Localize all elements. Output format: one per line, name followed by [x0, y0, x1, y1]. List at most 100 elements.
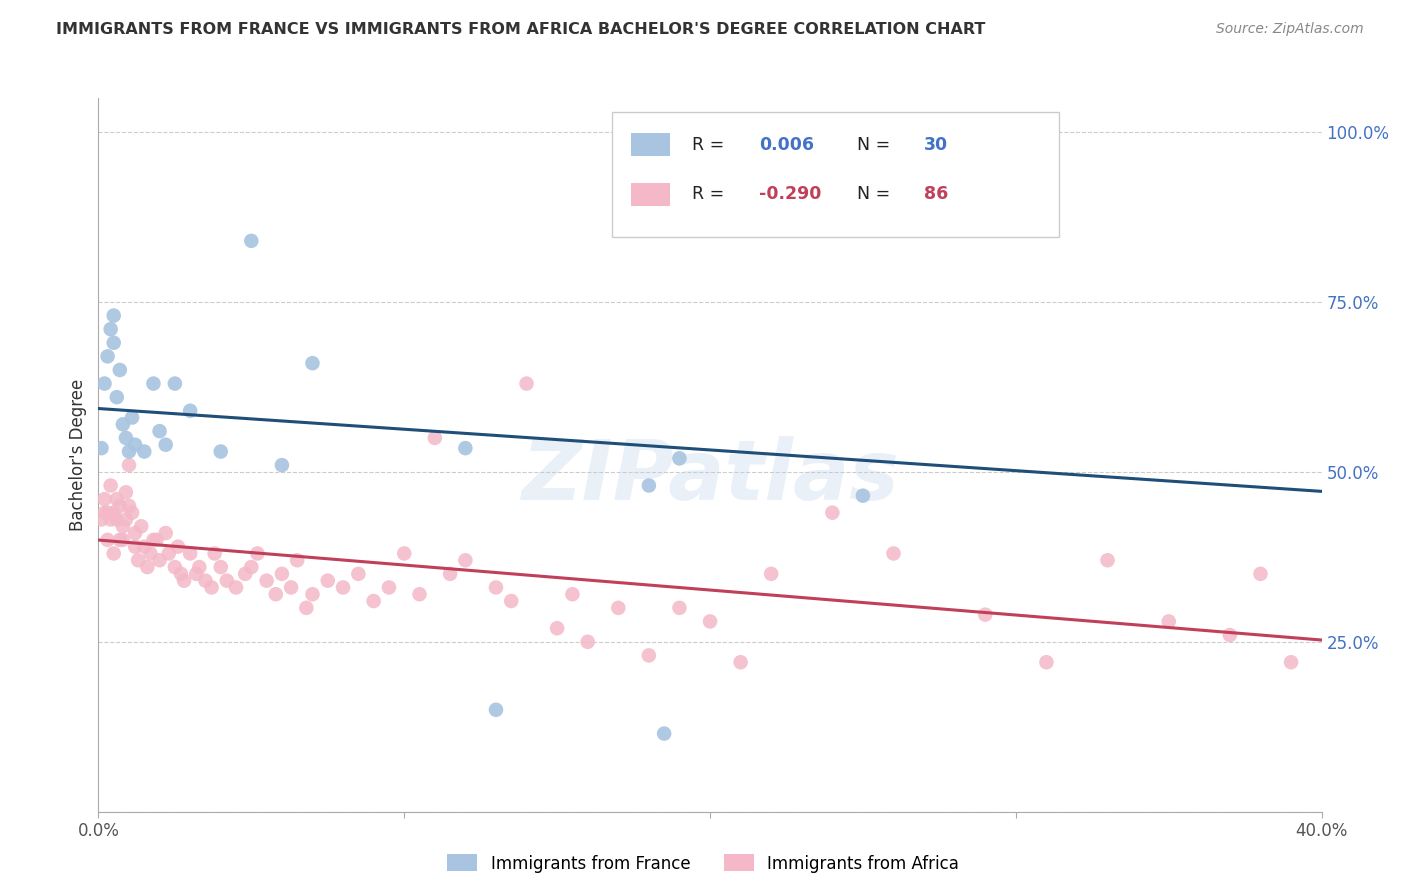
FancyBboxPatch shape — [630, 133, 669, 156]
Point — [108, 499, 131, 513]
Text: -0.290: -0.290 — [759, 186, 821, 203]
Point — [270, 458, 292, 472]
Point — [105, 512, 128, 526]
Point — [149, 424, 172, 438]
Point — [103, 506, 125, 520]
Point — [97, 350, 120, 364]
Point — [100, 478, 122, 492]
Point — [188, 560, 211, 574]
Point — [378, 581, 401, 595]
Point — [108, 363, 131, 377]
Point — [974, 607, 997, 622]
Point — [215, 574, 238, 588]
Point — [285, 553, 308, 567]
Text: Source: ZipAtlas.com: Source: ZipAtlas.com — [1216, 22, 1364, 37]
Point — [100, 322, 122, 336]
Point — [118, 499, 141, 513]
Point — [256, 574, 278, 588]
Point — [129, 519, 152, 533]
Point — [124, 526, 146, 541]
Point — [392, 546, 416, 560]
Point — [883, 546, 905, 560]
Point — [668, 451, 690, 466]
Point — [652, 726, 675, 740]
Point — [209, 444, 232, 458]
Point — [139, 546, 162, 560]
Point — [103, 335, 125, 350]
Point — [423, 431, 446, 445]
Point — [170, 566, 193, 581]
Text: R =: R = — [692, 186, 730, 203]
Point — [240, 560, 263, 574]
Point — [485, 703, 508, 717]
Point — [637, 648, 661, 663]
Point — [280, 581, 302, 595]
Text: N =: N = — [856, 186, 896, 203]
Point — [301, 356, 323, 370]
Point — [103, 546, 125, 560]
Point — [136, 560, 159, 574]
Point — [115, 431, 138, 445]
Point — [93, 506, 115, 520]
Point — [124, 540, 146, 554]
Point — [209, 560, 232, 574]
Point — [316, 574, 339, 588]
Point — [145, 533, 167, 547]
Point — [454, 553, 477, 567]
Text: ZIPatlas: ZIPatlas — [522, 436, 898, 516]
Point — [93, 492, 115, 507]
Point — [186, 566, 208, 581]
Point — [142, 533, 165, 547]
Point — [124, 438, 146, 452]
Point — [155, 438, 177, 452]
Point — [1219, 628, 1241, 642]
Point — [167, 540, 190, 554]
Point — [134, 540, 156, 554]
Point — [1157, 615, 1180, 629]
Point — [637, 478, 661, 492]
Point — [246, 546, 269, 560]
Point — [1035, 145, 1057, 160]
Text: N =: N = — [856, 136, 896, 153]
Point — [105, 492, 128, 507]
Point — [439, 566, 461, 581]
Point — [454, 441, 477, 455]
Point — [204, 546, 226, 560]
Text: 0.006: 0.006 — [759, 136, 814, 153]
Point — [759, 566, 782, 581]
Point — [118, 458, 141, 472]
Point — [301, 587, 323, 601]
Point — [115, 512, 138, 526]
Point — [1035, 655, 1057, 669]
Point — [501, 594, 523, 608]
Y-axis label: Bachelor's Degree: Bachelor's Degree — [69, 379, 87, 531]
Text: 86: 86 — [924, 186, 948, 203]
Point — [233, 566, 256, 581]
Point — [295, 600, 318, 615]
Point — [264, 587, 287, 601]
Point — [699, 615, 721, 629]
Point — [179, 403, 201, 417]
Point — [200, 581, 222, 595]
Text: 30: 30 — [924, 136, 948, 153]
FancyBboxPatch shape — [630, 183, 669, 206]
Point — [240, 234, 263, 248]
Text: R =: R = — [692, 136, 730, 153]
Point — [270, 566, 292, 581]
Point — [1097, 553, 1119, 567]
Point — [668, 600, 690, 615]
Point — [111, 417, 134, 432]
Text: IMMIGRANTS FROM FRANCE VS IMMIGRANTS FROM AFRICA BACHELOR'S DEGREE CORRELATION C: IMMIGRANTS FROM FRANCE VS IMMIGRANTS FRO… — [56, 22, 986, 37]
Point — [194, 574, 217, 588]
Point — [121, 410, 143, 425]
Point — [821, 506, 844, 520]
Point — [127, 553, 149, 567]
Point — [111, 519, 134, 533]
Point — [121, 506, 143, 520]
Point — [225, 581, 247, 595]
Point — [108, 533, 131, 547]
Point — [561, 587, 583, 601]
Point — [1249, 566, 1271, 581]
Point — [576, 635, 599, 649]
Point — [155, 526, 177, 541]
